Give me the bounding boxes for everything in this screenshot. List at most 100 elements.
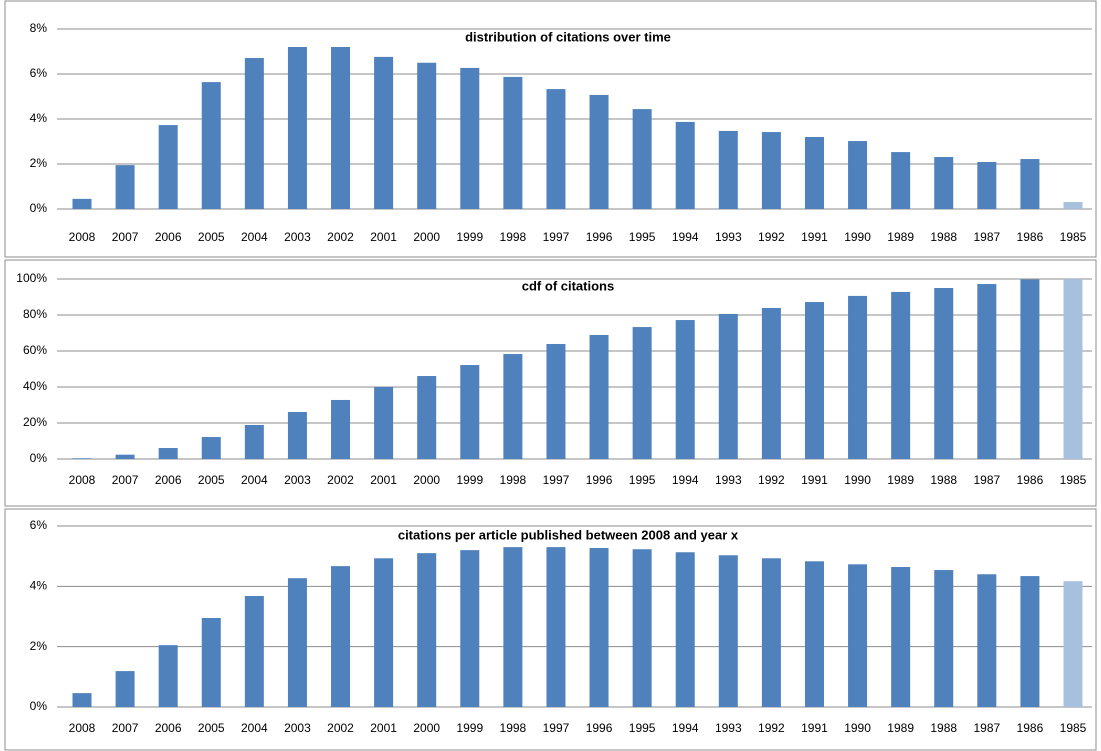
bar [804,561,824,707]
bar [460,550,480,707]
bar [503,354,523,459]
bar [158,448,178,459]
bar [201,618,221,707]
chart-panel: 0% 2% 4% 6% 8% 2008 2007 2006 2005 2004 2003 2002 20… [4,0,1097,258]
x-tick-label: 2006 [155,721,182,735]
bar [417,553,437,707]
bar [848,564,868,707]
x-tick-label: 2003 [284,721,311,735]
bar [1020,279,1040,459]
bar [977,574,997,707]
x-tick-label: 1994 [672,721,699,735]
x-tick-label: 1992 [758,230,785,244]
x-tick-label: 2002 [327,230,354,244]
x-tick-label: 1995 [629,721,656,735]
x-tick-label: 1997 [543,473,570,487]
bar [244,595,264,707]
x-tick-label: 2005 [198,473,225,487]
bar [201,82,221,209]
x-tick-label: 2001 [370,473,397,487]
x-tick-label: 1996 [586,721,613,735]
bar [201,437,221,459]
y-tick-label: 80% [23,307,47,321]
x-tick-label: 1999 [456,473,483,487]
bar [848,295,868,459]
bar [1063,202,1083,209]
x-tick-label: 1995 [629,473,656,487]
x-tick-label: 2001 [370,230,397,244]
bar [546,89,566,209]
chart-title: cdf of citations [522,278,614,293]
x-tick-label: 2005 [198,721,225,735]
bar [1020,159,1040,209]
bar [158,125,178,209]
y-tick-label: 2% [30,156,48,170]
x-tick-label: 1989 [887,473,914,487]
x-tick-label: 1996 [586,230,613,244]
x-tick-label: 1989 [887,230,914,244]
x-tick-label: 2002 [327,473,354,487]
y-tick-label: 4% [30,579,48,593]
x-tick-label: 2006 [155,230,182,244]
bar [115,165,135,209]
bar [331,47,351,209]
y-tick-label: 0% [30,201,48,215]
bar [934,157,954,209]
bar [804,302,824,459]
bar [546,343,566,459]
x-tick-label: 2003 [284,473,311,487]
chart-title: citations per article published between … [398,527,739,542]
bar [331,399,351,459]
x-tick-label: 2004 [241,721,268,735]
bar [244,424,264,459]
bar [503,76,523,209]
y-tick-label: 40% [23,379,47,393]
x-tick-label: 1986 [1017,721,1044,735]
bar [115,671,135,707]
bar [632,109,652,209]
x-tick-label: 1994 [672,230,699,244]
x-tick-label: 1999 [456,230,483,244]
bar [632,327,652,459]
bar [891,152,911,209]
x-tick-label: 1991 [801,721,828,735]
bar [848,141,868,209]
bar [632,549,652,707]
bar [374,56,394,210]
x-tick-label: 1987 [973,230,1000,244]
bar [460,365,480,459]
bar [804,137,824,209]
x-tick-label: 2000 [413,473,440,487]
bar [1020,576,1040,707]
x-tick-label: 2006 [155,473,182,487]
bar [891,567,911,707]
bar [1063,279,1083,459]
bar [417,376,437,459]
bar [977,284,997,459]
bar [718,130,738,209]
y-tick-label: 100% [16,271,47,285]
bar [761,132,781,209]
x-tick-label: 1995 [629,230,656,244]
x-tick-label: 2008 [69,473,96,487]
x-tick-label: 2001 [370,721,397,735]
x-tick-label: 1985 [1060,473,1087,487]
y-tick-label: 6% [30,518,48,532]
x-tick-label: 1997 [543,230,570,244]
x-tick-label: 1986 [1017,473,1044,487]
y-tick-label: 8% [30,21,48,35]
y-tick-label: 0% [30,451,48,465]
bar [331,566,351,707]
bar [589,94,609,209]
x-tick-label: 2007 [112,230,139,244]
bar [761,558,781,707]
x-tick-label: 1988 [930,230,957,244]
chart-panel: 0% 2% 4% 6% 2008 2007 2006 2005 2004 2003 2002 2001… [4,508,1097,751]
x-tick-label: 1990 [844,721,871,735]
x-tick-label: 1990 [844,230,871,244]
y-tick-label: 60% [23,343,47,357]
chart-title: distribution of citations over time [465,29,671,44]
x-tick-label: 1993 [715,230,742,244]
chart-panel: 0% 20% 40% 60% 80% 100% 2008 2007 2006 2005 2004 20… [4,259,1097,507]
